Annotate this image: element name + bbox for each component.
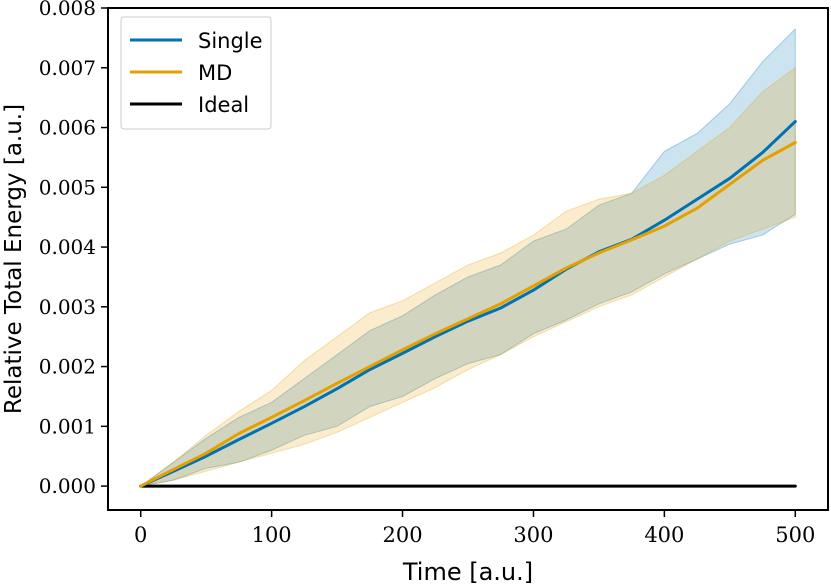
x-tick-label: 500 xyxy=(775,523,815,547)
x-tick-label: 300 xyxy=(513,523,553,547)
y-tick-label: 0.005 xyxy=(39,175,96,199)
y-tick-label: 0.000 xyxy=(39,474,96,498)
x-tick-label: 100 xyxy=(252,523,292,547)
x-tick-label: 0 xyxy=(134,523,147,547)
series-line-md xyxy=(139,141,797,488)
y-axis-ticks: 0.000 0.001 0.002 0.003 0.004 0.005 0.006 0.007… xyxy=(39,0,108,498)
y-tick-label: 0.006 xyxy=(39,116,96,140)
y-tick-label: 0.008 xyxy=(39,0,96,20)
legend-items: Single MD Ideal xyxy=(130,29,263,117)
x-tick-label: 200 xyxy=(382,523,422,547)
x-tick-label: 400 xyxy=(644,523,684,547)
y-axis-label: Relative Total Energy [a.u.] xyxy=(1,104,27,414)
y-tick-label: 0.002 xyxy=(39,355,96,379)
y-tick-label: 0.003 xyxy=(39,295,96,319)
y-tick-label: 0.001 xyxy=(39,414,96,438)
legend-label-ideal: Ideal xyxy=(198,93,249,117)
legend-label-md: MD xyxy=(198,61,232,85)
band-md xyxy=(140,66,796,487)
x-axis-ticks: 0 100 200 300 400 500 xyxy=(134,510,815,547)
series-line-single xyxy=(139,120,797,488)
x-axis-label: Time [a.u.] xyxy=(402,558,533,585)
y-tick-label: 0.007 xyxy=(39,56,96,80)
y-tick-label: 0.004 xyxy=(39,235,96,259)
series-lines xyxy=(139,120,797,488)
plot-frame xyxy=(107,7,829,511)
legend-label-single: Single xyxy=(198,29,263,53)
legend-box xyxy=(120,16,272,130)
legend: Single MD Ideal xyxy=(120,16,272,130)
